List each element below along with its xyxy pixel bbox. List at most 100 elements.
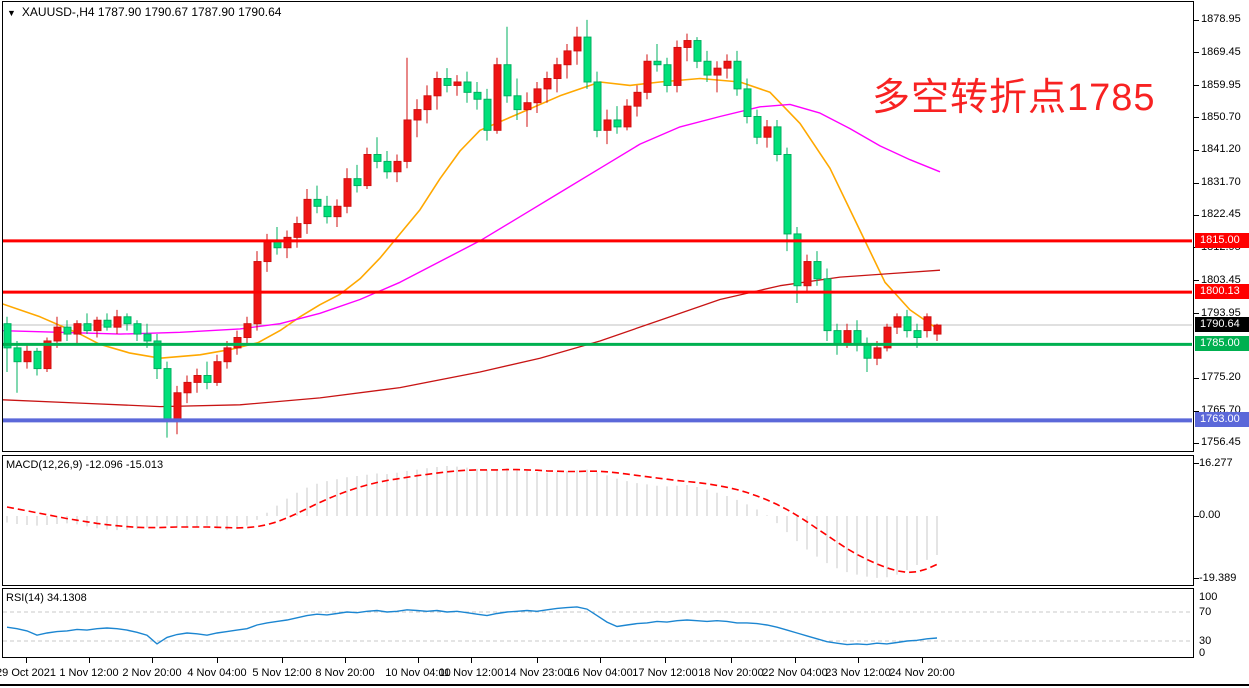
candle-down [703, 60, 712, 76]
candle-down [123, 316, 132, 325]
candle-down [663, 64, 672, 86]
candle-up [283, 236, 292, 249]
candle-down [813, 261, 822, 280]
candle-down [163, 368, 172, 421]
time-tick-label: 22 Nov 04:00 [762, 667, 828, 679]
time-tick-label: 4 Nov 04:00 [187, 667, 247, 679]
candle-down [383, 160, 392, 173]
candle-up [933, 324, 942, 335]
price-tick-dash [1194, 149, 1199, 151]
time-tick-mark [345, 658, 346, 663]
time-tick-label: 8 Nov 20:00 [315, 667, 375, 679]
price-tick-dash [1194, 313, 1199, 314]
annotation-text: 多空转折点1785 [872, 77, 1156, 119]
time-tick-mark [89, 658, 90, 663]
ma-mid-magenta [3, 103, 941, 335]
macd-tick-label: -19.389 [1199, 571, 1237, 584]
price-tick-label: 1841.20 [1201, 143, 1241, 156]
price-tick-label: 1803.45 [1201, 273, 1241, 286]
candle-down [353, 178, 362, 187]
time-tick-label: 10 Nov 04:00 [385, 667, 451, 679]
candle-up [723, 60, 732, 69]
macd-indicator-label: MACD(12,26,9) -12.096 -15.013 [6, 459, 164, 471]
candle-down [913, 330, 922, 339]
time-tick-mark [418, 658, 419, 663]
time-tick-mark [665, 658, 666, 663]
time-tick-label: 2 Nov 20:00 [122, 667, 182, 679]
candle-down [823, 278, 832, 332]
price-tick-dash [1194, 182, 1199, 184]
candle-down [653, 60, 662, 66]
candle-up [263, 240, 272, 263]
time-tick-label: 18 Nov 20:00 [698, 667, 764, 679]
time-tick-mark [858, 658, 859, 663]
price-tick-dash [1194, 410, 1199, 412]
price-tick-label: 1793.95 [1201, 306, 1241, 319]
price-level-box: 1785.00 [1195, 336, 1249, 352]
price-tick-label: 1822.45 [1201, 208, 1241, 221]
candle-down [83, 323, 92, 332]
candle-down [103, 319, 112, 328]
time-tick-mark [282, 658, 283, 663]
candle-down [463, 81, 472, 93]
price-tick-dash [1194, 117, 1199, 119]
time-tick-mark [922, 658, 923, 663]
candle-down [3, 323, 12, 349]
price-tick-label: 1831.70 [1201, 176, 1241, 189]
rsi-tick-label: 70 [1199, 606, 1212, 618]
rsi-panel-border [2, 588, 1194, 658]
time-tick-mark [471, 658, 472, 663]
time-tick-mark [731, 658, 732, 663]
candle-up [633, 91, 642, 107]
current-price-box: 1790.64 [1195, 316, 1249, 332]
candle-down [13, 347, 22, 363]
macd-tick-dash [1194, 463, 1199, 465]
candle-up [53, 326, 62, 342]
price-tick-dash [1194, 52, 1199, 54]
candle-up [73, 323, 82, 335]
rsi-line [6, 606, 938, 646]
candle-up [213, 361, 222, 383]
candle-up [333, 205, 342, 218]
price-tick-label: 1756.45 [1201, 436, 1241, 448]
candle-up [683, 40, 692, 48]
price-tick-label: 1775.20 [1201, 371, 1241, 384]
price-tick-dash [1194, 280, 1199, 282]
time-tick-mark [152, 658, 153, 663]
rsi-tick-label: 0 [1199, 647, 1206, 659]
main-panel-border [2, 1, 1194, 452]
price-tick-dash [1194, 377, 1199, 379]
candle-down [153, 340, 162, 370]
candle-up [763, 126, 772, 138]
time-tick-label: 5 Nov 12:00 [252, 667, 312, 679]
time-tick-mark [600, 658, 601, 663]
main-chart-area [3, 19, 1192, 438]
candle-up [603, 119, 612, 131]
candle-down [133, 323, 142, 335]
candle-down [373, 153, 382, 162]
candle-up [293, 223, 302, 238]
ma-slow-darkred [3, 269, 941, 408]
candle-up [883, 326, 892, 349]
time-tick-label: 29 Oct 2021 [0, 667, 56, 679]
macd-signal-line [6, 468, 938, 574]
candle-up [573, 36, 582, 52]
chart-title: ▼ XAUUSD-,H4 1787.90 1790.67 1787.90 1790… [7, 5, 281, 19]
window-bottom-edge [0, 684, 1249, 686]
symbol-marker-icon[interactable]: ▼ [7, 8, 16, 18]
time-tick-label: 16 Nov 04:00 [567, 667, 633, 679]
candle-up [713, 67, 722, 76]
time-tick-label: 17 Nov 12:00 [632, 667, 698, 679]
candle-down [833, 330, 842, 345]
price-tick-dash [1194, 19, 1199, 21]
candle-down [63, 326, 72, 335]
rsi-indicator-label: RSI(14) 34.1308 [6, 592, 87, 604]
candle-down [733, 60, 742, 90]
time-tick-mark [26, 658, 27, 663]
candle-down [773, 126, 782, 155]
candle-down [793, 233, 802, 287]
candle-up [23, 350, 32, 363]
candle-up [393, 160, 402, 173]
ma-fast-orange [3, 77, 941, 360]
